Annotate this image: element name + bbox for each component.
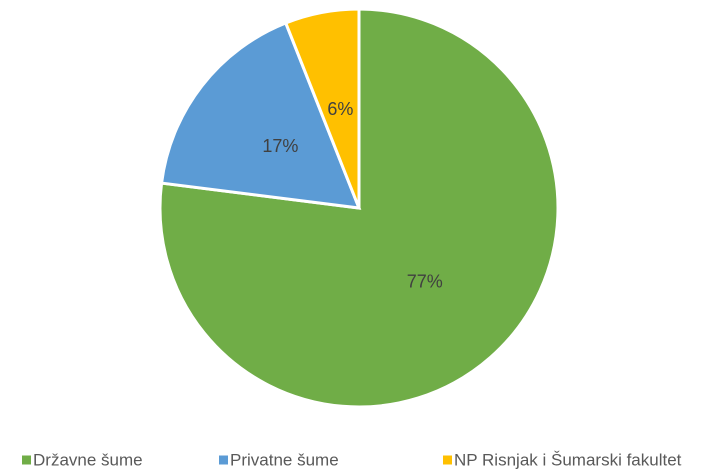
legend-swatch bbox=[443, 455, 452, 465]
data-label: 77% bbox=[407, 271, 443, 291]
pie-slice bbox=[158, 7, 560, 409]
pie-slice bbox=[283, 7, 361, 209]
legend-label: Državne šume bbox=[33, 450, 143, 469]
data-label: 6% bbox=[327, 99, 353, 119]
legend-swatch bbox=[219, 455, 228, 465]
legend-label: NP Risnjak i Šumarski fakultet bbox=[454, 450, 682, 469]
legend-label: Privatne šume bbox=[230, 450, 339, 469]
data-label: 17% bbox=[262, 136, 298, 156]
pie-slice bbox=[159, 21, 362, 210]
legend-swatch bbox=[22, 455, 31, 465]
